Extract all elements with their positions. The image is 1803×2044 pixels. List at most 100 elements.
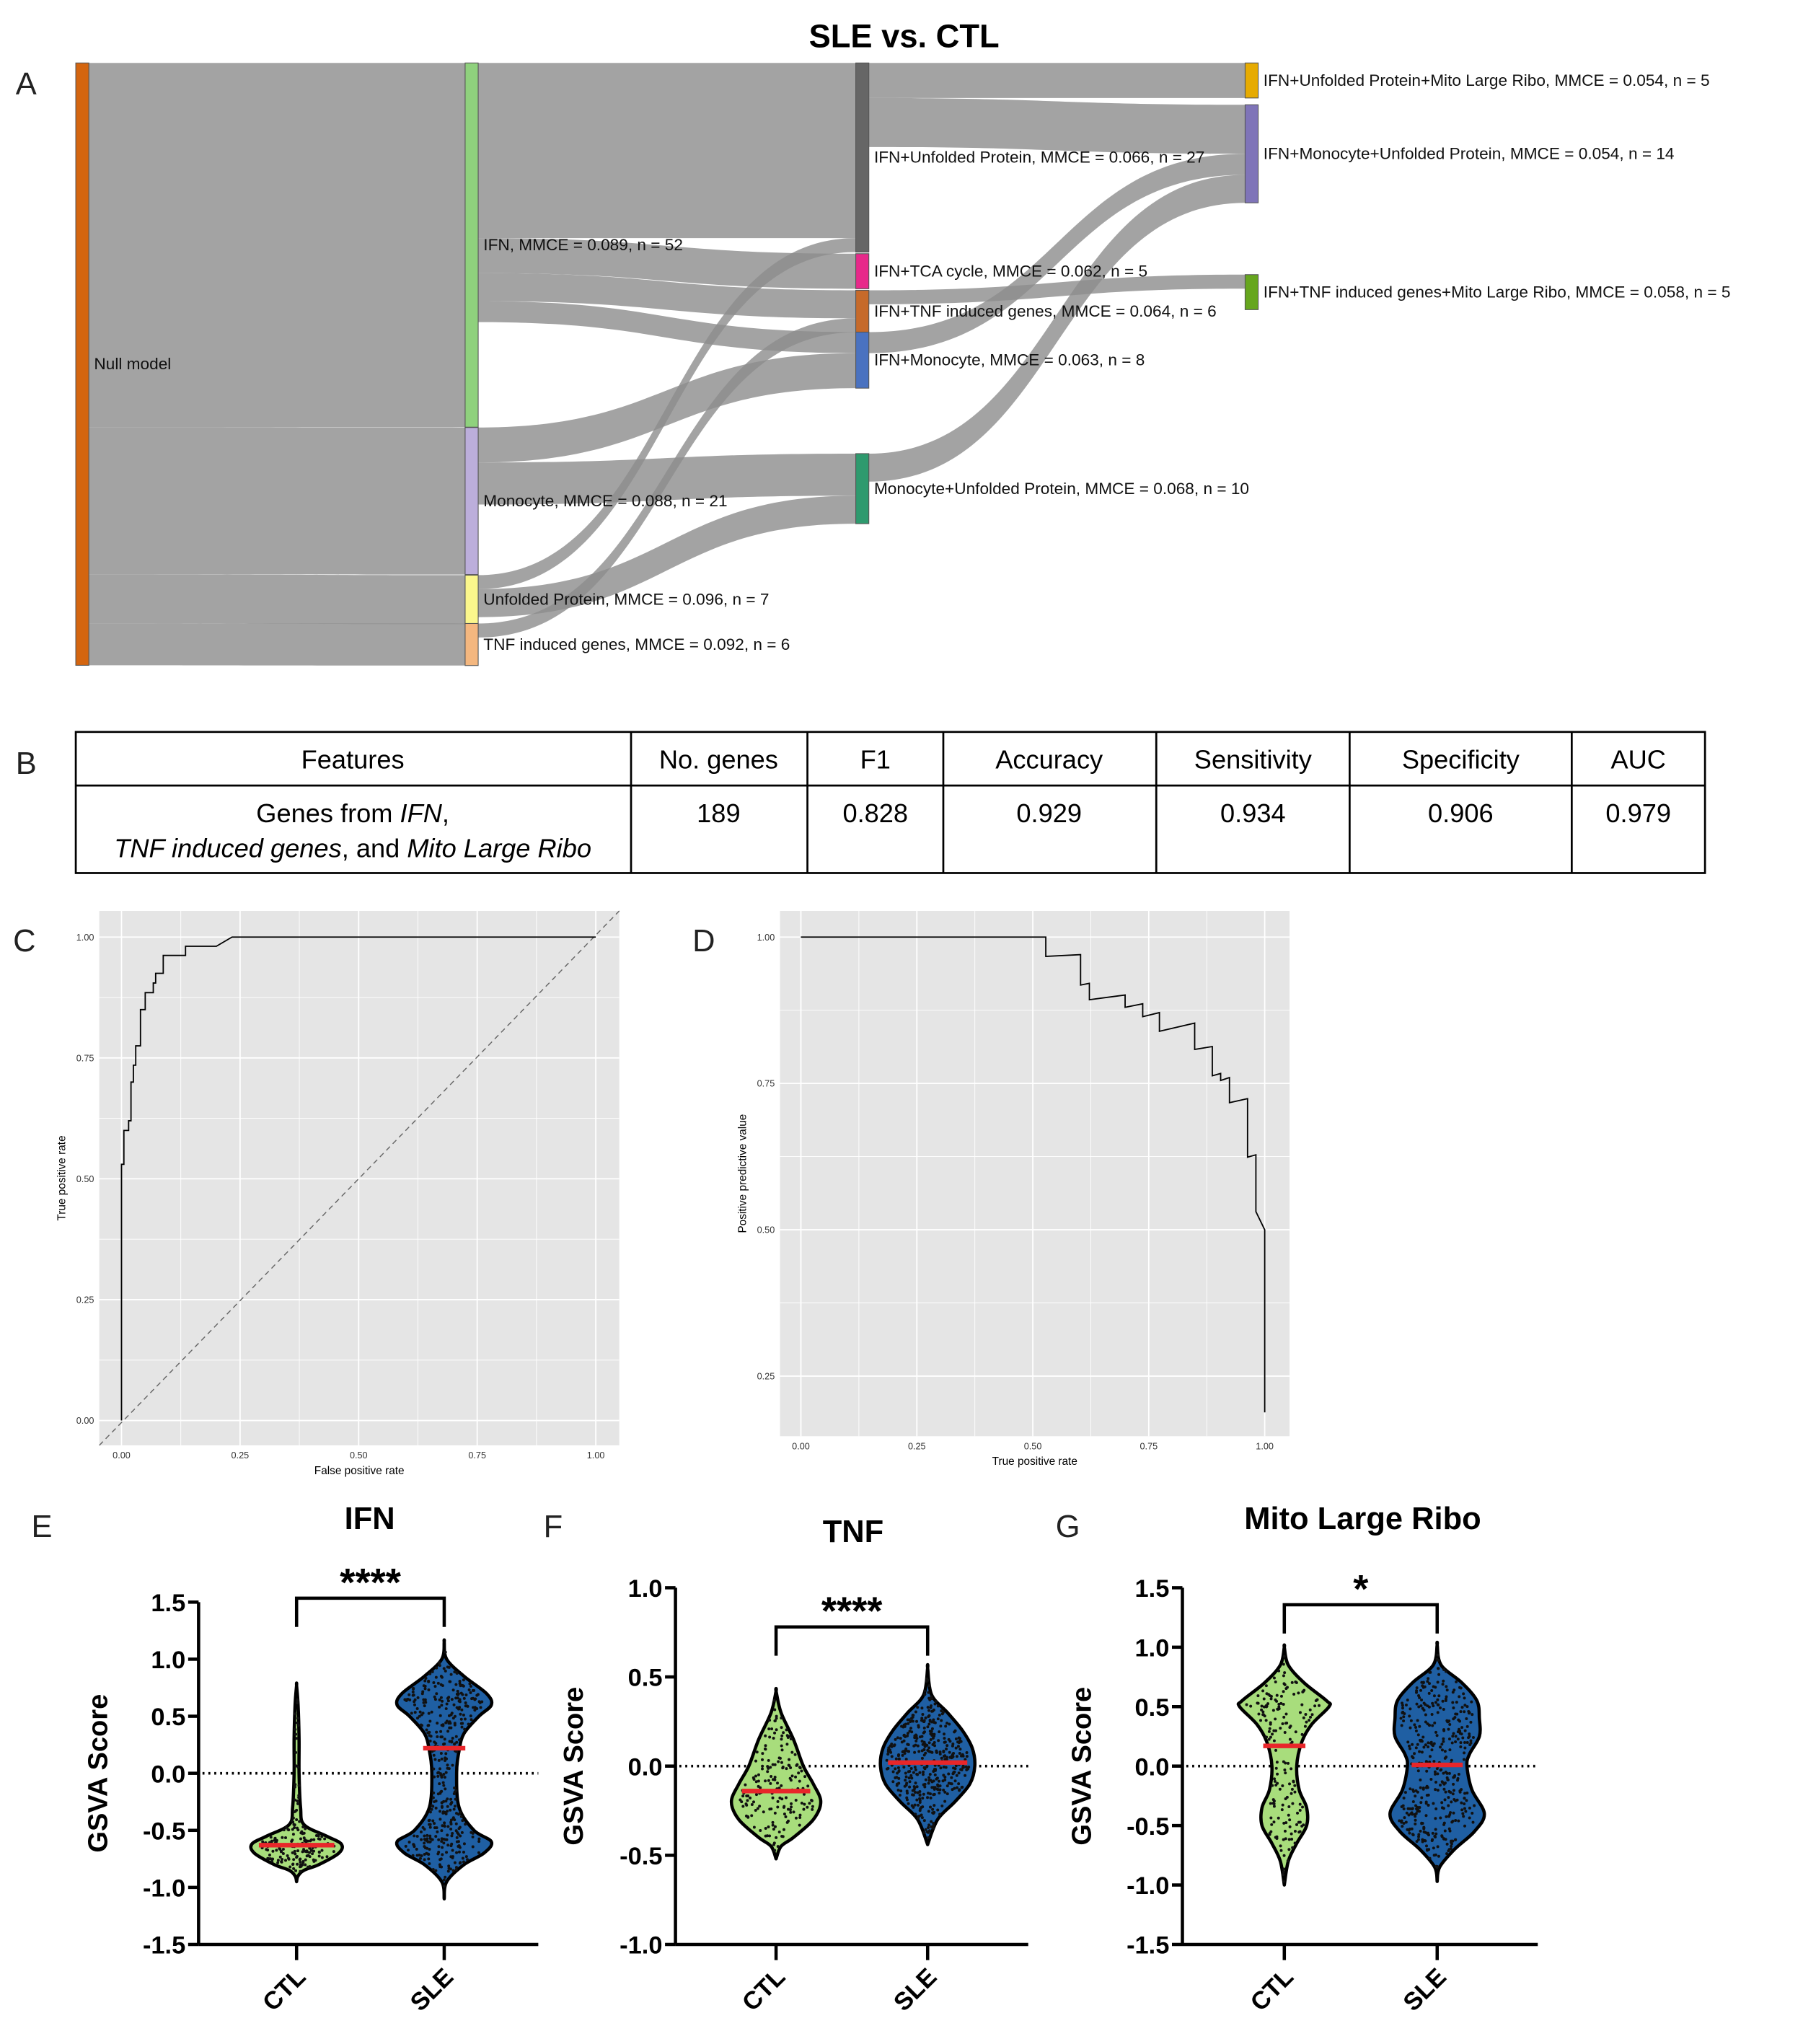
table-header-specificity: Specificity (1402, 745, 1520, 775)
data-point-sle (444, 1787, 447, 1791)
data-point-sle (927, 1792, 930, 1795)
data-point-sle (958, 1788, 961, 1792)
data-point-sle (425, 1728, 428, 1732)
data-point-ctl (1293, 1790, 1297, 1794)
data-point-sle (1420, 1796, 1424, 1799)
data-point-sle (1445, 1685, 1448, 1688)
data-point-ctl (771, 1820, 775, 1824)
data-point-sle (431, 1819, 435, 1823)
x-tick-label-ctl: CTL (257, 1963, 311, 2017)
data-point-ctl (1270, 1823, 1274, 1826)
data-point-sle (434, 1869, 438, 1872)
data-point-sle (910, 1717, 914, 1720)
data-point-ctl (1294, 1730, 1297, 1734)
data-point-sle (1446, 1778, 1450, 1781)
x-tick-label: 0.25 (232, 1450, 250, 1461)
data-point-sle (918, 1797, 922, 1800)
data-point-sle (1414, 1804, 1418, 1807)
data-point-ctl (773, 1708, 777, 1712)
data-point-sle (444, 1756, 447, 1760)
data-point-sle (1422, 1745, 1426, 1749)
data-point-sle (404, 1844, 407, 1848)
data-point-sle (937, 1739, 940, 1743)
data-point-sle (965, 1751, 969, 1754)
sankey-node-label-ifn: IFN, MMCE = 0.089, n = 52 (483, 236, 683, 254)
y-tick-label: 0.75 (757, 1079, 775, 1089)
data-point-sle (407, 1841, 411, 1844)
data-point-sle (442, 1784, 446, 1787)
data-point-ctl (1267, 1730, 1271, 1733)
data-point-sle (449, 1867, 452, 1871)
data-point-sle (960, 1768, 964, 1771)
data-point-sle (918, 1790, 922, 1793)
data-point-sle (443, 1824, 446, 1828)
data-point-ctl (299, 1860, 302, 1864)
data-point-sle (896, 1736, 899, 1740)
data-point-sle (942, 1749, 945, 1753)
data-point-sle (411, 1690, 415, 1693)
data-point-sle (1427, 1745, 1430, 1748)
data-point-sle (469, 1685, 472, 1688)
data-point-sle (461, 1819, 464, 1823)
data-point-sle (930, 1825, 933, 1828)
data-point-sle (1424, 1814, 1428, 1818)
data-point-sle (932, 1733, 935, 1737)
data-point-sle (444, 1838, 447, 1841)
data-point-sle (450, 1740, 454, 1744)
data-point-sle (1448, 1748, 1452, 1752)
data-point-sle (1445, 1695, 1448, 1699)
data-point-sle (444, 1650, 447, 1654)
features-mito: Mito Large Ribo (407, 834, 591, 863)
data-point-sle (1447, 1804, 1450, 1807)
data-point-ctl (746, 1815, 750, 1818)
data-point-sle (1429, 1670, 1432, 1674)
data-point-sle (943, 1737, 946, 1740)
y-tick-label: 0.5 (151, 1704, 185, 1731)
data-point-ctl (1300, 1824, 1304, 1828)
data-point-sle (1452, 1775, 1456, 1779)
data-point-sle (453, 1743, 457, 1746)
sankey-node-label-ifn_tca: IFN+TCA cycle, MMCE = 0.062, n = 5 (874, 262, 1147, 280)
sankey-node-label-mono: Monocyte, MMCE = 0.088, n = 21 (483, 492, 727, 510)
data-point-ctl (754, 1793, 758, 1797)
sankey-node-tnf (464, 622, 479, 666)
data-point-sle (1436, 1711, 1440, 1714)
data-point-sle (1458, 1789, 1462, 1793)
data-point-sle (441, 1846, 444, 1849)
data-point-sle (930, 1727, 934, 1730)
data-point-sle (1409, 1807, 1412, 1810)
data-point-sle (416, 1696, 420, 1699)
data-point-ctl (282, 1828, 286, 1832)
data-point-sle (423, 1845, 426, 1849)
data-point-sle (908, 1730, 912, 1733)
data-point-ctl (755, 1750, 759, 1754)
data-point-ctl (1281, 1722, 1284, 1726)
data-point-sle (1411, 1800, 1415, 1803)
data-point-ctl (1282, 1873, 1285, 1877)
data-point-ctl (750, 1803, 754, 1807)
data-point-sle (894, 1767, 897, 1771)
data-point-ctl (296, 1717, 300, 1720)
x-axis-title: True positive rate (992, 1455, 1077, 1468)
data-point-ctl (1285, 1795, 1289, 1799)
data-point-sle (1401, 1701, 1404, 1705)
data-point-ctl (790, 1802, 793, 1805)
data-point-sle (1448, 1829, 1452, 1833)
data-point-sle (1442, 1771, 1445, 1775)
data-point-ctl (1256, 1701, 1260, 1705)
data-point-sle (940, 1719, 943, 1722)
data-point-ctl (788, 1764, 791, 1768)
data-point-sle (466, 1704, 470, 1708)
data-point-ctl (1266, 1702, 1270, 1706)
data-point-sle (957, 1782, 961, 1786)
data-point-sle (460, 1831, 464, 1834)
data-point-ctl (1257, 1712, 1261, 1716)
data-point-sle (958, 1737, 961, 1740)
data-point-sle (454, 1789, 458, 1792)
data-point-ctl (1272, 1739, 1276, 1743)
data-point-sle (1404, 1703, 1408, 1706)
data-point-sle (444, 1721, 448, 1724)
data-point-sle (441, 1853, 444, 1856)
data-point-sle (947, 1772, 951, 1776)
data-point-sle (1442, 1807, 1445, 1810)
